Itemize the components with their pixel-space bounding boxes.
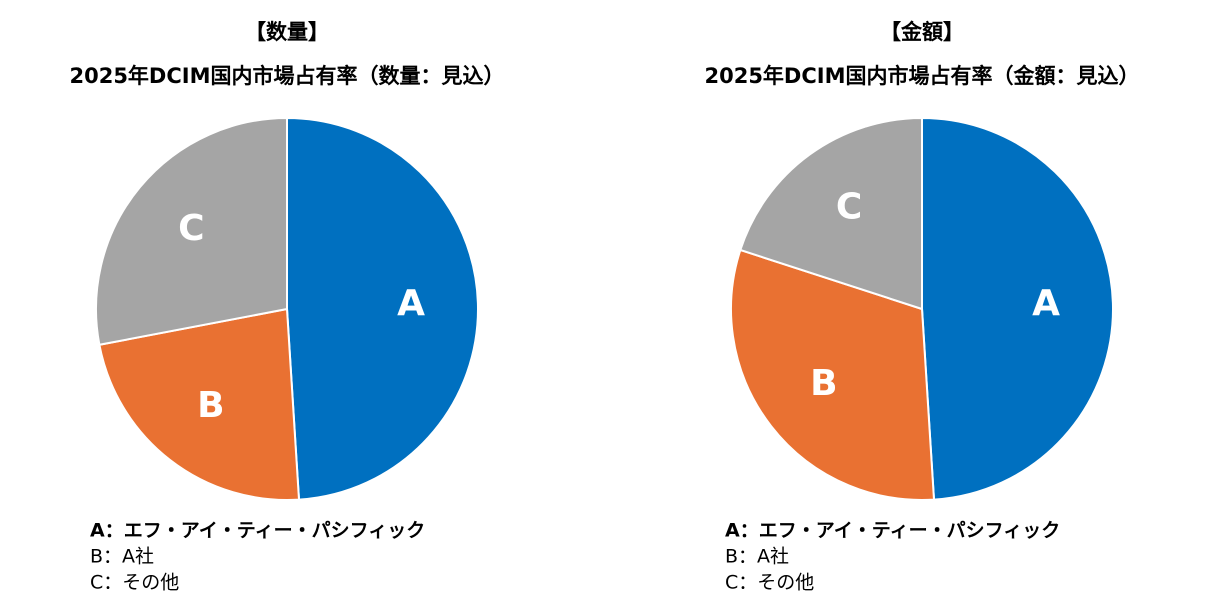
slice-label: C (178, 208, 204, 249)
slice-label: B (810, 363, 837, 404)
slice-label: A (397, 283, 425, 324)
pie-slice (921, 116, 1114, 501)
chart-heading: 【数量】 (245, 20, 329, 44)
slice-label: C (836, 187, 862, 228)
chart-title: 2025年DCIM国内市場占有率（数量：見込） (69, 64, 504, 88)
legend-entry: A：エフ・アイ・ティー・パシフィック (725, 520, 1060, 542)
legend-entry: B：A社 (90, 546, 154, 568)
pie-slice (98, 307, 301, 501)
slice-label: B (197, 385, 224, 426)
pie-slice (95, 116, 288, 346)
pie-slice (739, 116, 923, 311)
pie-slice (730, 248, 936, 501)
legend-entry: C：その他 (725, 572, 814, 594)
chart-title: 2025年DCIM国内市場占有率（金額：見込） (704, 64, 1139, 88)
legend-entry: B：A社 (725, 546, 789, 568)
pie-slice (286, 116, 479, 501)
legend-entry: C：その他 (90, 572, 179, 594)
legend-entry: A：エフ・アイ・ティー・パシフィック (90, 520, 425, 542)
slice-label: A (1032, 283, 1060, 324)
chart-heading: 【金額】 (880, 20, 964, 44)
